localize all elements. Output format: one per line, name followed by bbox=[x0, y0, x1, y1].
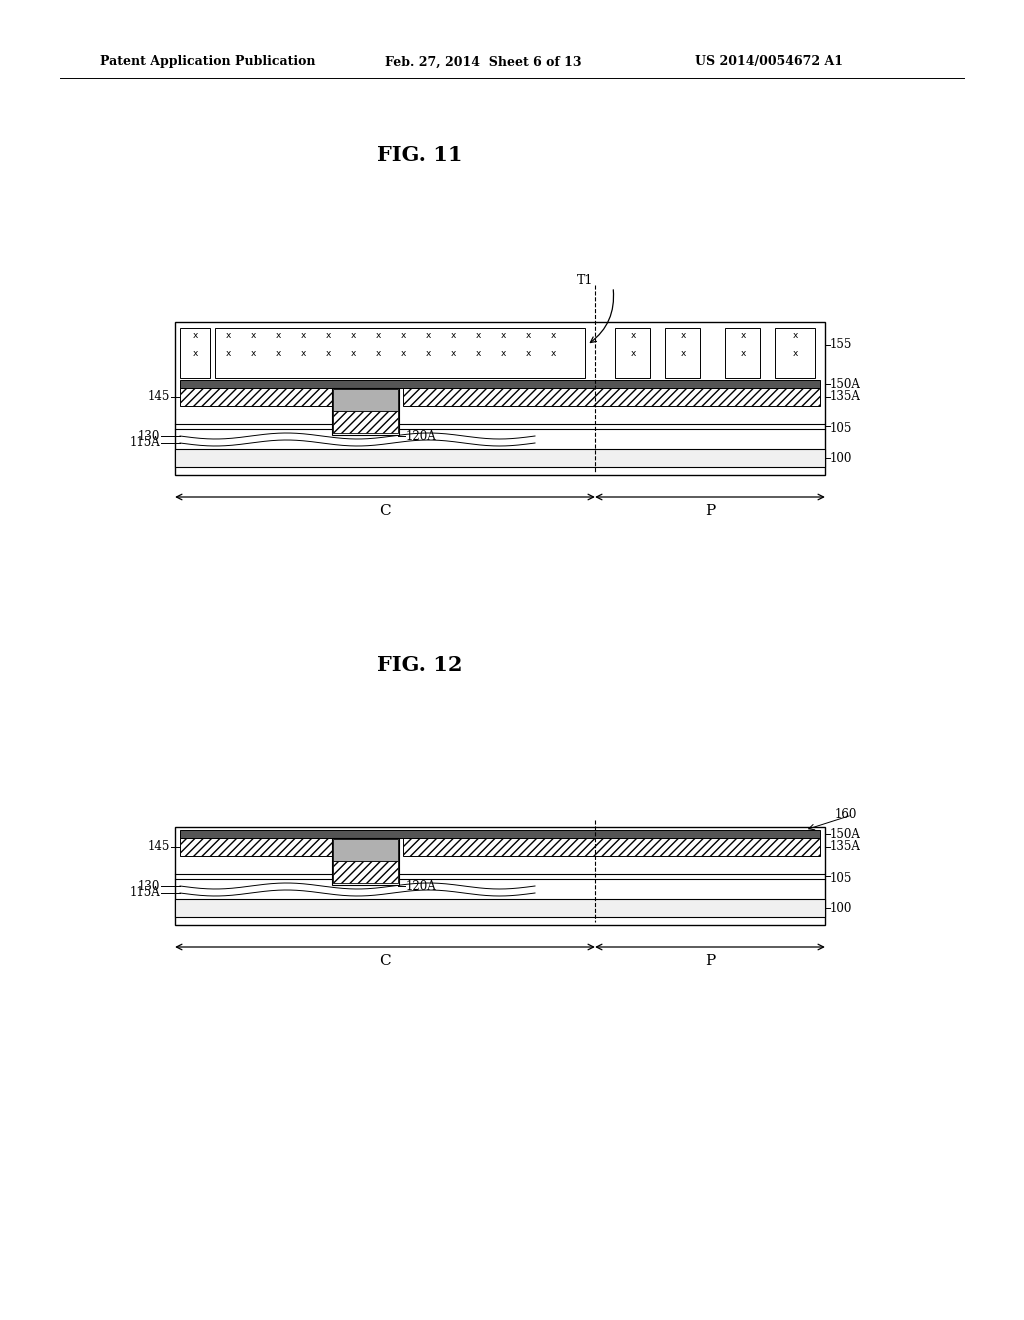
Text: x: x bbox=[350, 330, 355, 339]
Text: US 2014/0054672 A1: US 2014/0054672 A1 bbox=[695, 55, 843, 69]
Text: Feb. 27, 2014  Sheet 6 of 13: Feb. 27, 2014 Sheet 6 of 13 bbox=[385, 55, 582, 69]
Text: x: x bbox=[501, 348, 506, 358]
Text: 120A: 120A bbox=[406, 879, 437, 892]
Text: x: x bbox=[550, 348, 556, 358]
Bar bbox=[725, 327, 760, 378]
Bar bbox=[180, 830, 820, 838]
Bar bbox=[333, 389, 398, 411]
Text: 130: 130 bbox=[137, 879, 160, 892]
Bar bbox=[215, 327, 585, 378]
Text: x: x bbox=[680, 330, 686, 339]
Bar bbox=[175, 322, 825, 475]
Bar bbox=[180, 380, 820, 388]
Text: x: x bbox=[425, 348, 431, 358]
Text: 105: 105 bbox=[830, 871, 852, 884]
Text: x: x bbox=[501, 330, 506, 339]
Text: x: x bbox=[225, 348, 230, 358]
Text: x: x bbox=[631, 348, 636, 358]
Text: x: x bbox=[400, 348, 406, 358]
Text: x: x bbox=[525, 330, 530, 339]
Text: FIG. 11: FIG. 11 bbox=[377, 145, 463, 165]
Text: 135A: 135A bbox=[830, 841, 861, 854]
Text: 150A: 150A bbox=[830, 378, 861, 391]
Text: x: x bbox=[250, 348, 256, 358]
Bar bbox=[180, 327, 210, 378]
Bar bbox=[332, 838, 399, 884]
Text: 160: 160 bbox=[835, 808, 857, 821]
Text: x: x bbox=[376, 348, 381, 358]
Text: 145: 145 bbox=[147, 841, 170, 854]
Text: 130: 130 bbox=[137, 429, 160, 442]
Text: x: x bbox=[740, 330, 745, 339]
Text: T1: T1 bbox=[577, 273, 593, 286]
Bar bbox=[615, 327, 650, 378]
Bar bbox=[180, 838, 333, 855]
Text: x: x bbox=[300, 330, 306, 339]
Text: 120A: 120A bbox=[406, 429, 437, 442]
Text: 150A: 150A bbox=[830, 828, 861, 841]
Text: C: C bbox=[379, 954, 391, 968]
Text: x: x bbox=[475, 348, 480, 358]
Text: x: x bbox=[475, 330, 480, 339]
Text: x: x bbox=[793, 348, 798, 358]
Text: x: x bbox=[275, 348, 281, 358]
Text: x: x bbox=[326, 348, 331, 358]
Text: FIG. 12: FIG. 12 bbox=[377, 655, 463, 675]
Bar bbox=[403, 388, 820, 407]
Bar bbox=[175, 899, 825, 917]
Text: x: x bbox=[376, 330, 381, 339]
Bar bbox=[333, 840, 398, 861]
Text: x: x bbox=[250, 330, 256, 339]
Text: x: x bbox=[275, 330, 281, 339]
Bar bbox=[180, 388, 333, 407]
Text: P: P bbox=[705, 954, 715, 968]
Bar bbox=[175, 449, 825, 467]
Text: x: x bbox=[400, 330, 406, 339]
Text: x: x bbox=[451, 348, 456, 358]
Text: Patent Application Publication: Patent Application Publication bbox=[100, 55, 315, 69]
Bar bbox=[665, 327, 700, 378]
Text: x: x bbox=[193, 330, 198, 339]
Text: x: x bbox=[740, 348, 745, 358]
Text: x: x bbox=[225, 330, 230, 339]
Bar bbox=[333, 411, 398, 433]
Text: x: x bbox=[350, 348, 355, 358]
Text: 145: 145 bbox=[147, 391, 170, 404]
Text: 105: 105 bbox=[830, 421, 852, 434]
Bar bbox=[333, 861, 398, 883]
Bar bbox=[403, 838, 820, 855]
Text: x: x bbox=[525, 348, 530, 358]
Text: x: x bbox=[680, 348, 686, 358]
Text: x: x bbox=[326, 330, 331, 339]
Text: x: x bbox=[193, 348, 198, 358]
Text: C: C bbox=[379, 504, 391, 517]
Text: x: x bbox=[550, 330, 556, 339]
Text: 115A: 115A bbox=[129, 887, 160, 899]
Bar bbox=[175, 828, 825, 925]
Text: x: x bbox=[451, 330, 456, 339]
Text: 155: 155 bbox=[830, 338, 852, 351]
Text: x: x bbox=[631, 330, 636, 339]
Text: 100: 100 bbox=[830, 902, 852, 915]
Text: P: P bbox=[705, 504, 715, 517]
Text: x: x bbox=[793, 330, 798, 339]
Text: x: x bbox=[425, 330, 431, 339]
Text: 100: 100 bbox=[830, 451, 852, 465]
Text: x: x bbox=[300, 348, 306, 358]
Text: 115A: 115A bbox=[129, 437, 160, 450]
Bar bbox=[775, 327, 815, 378]
Text: 135A: 135A bbox=[830, 391, 861, 404]
Bar bbox=[332, 388, 399, 436]
